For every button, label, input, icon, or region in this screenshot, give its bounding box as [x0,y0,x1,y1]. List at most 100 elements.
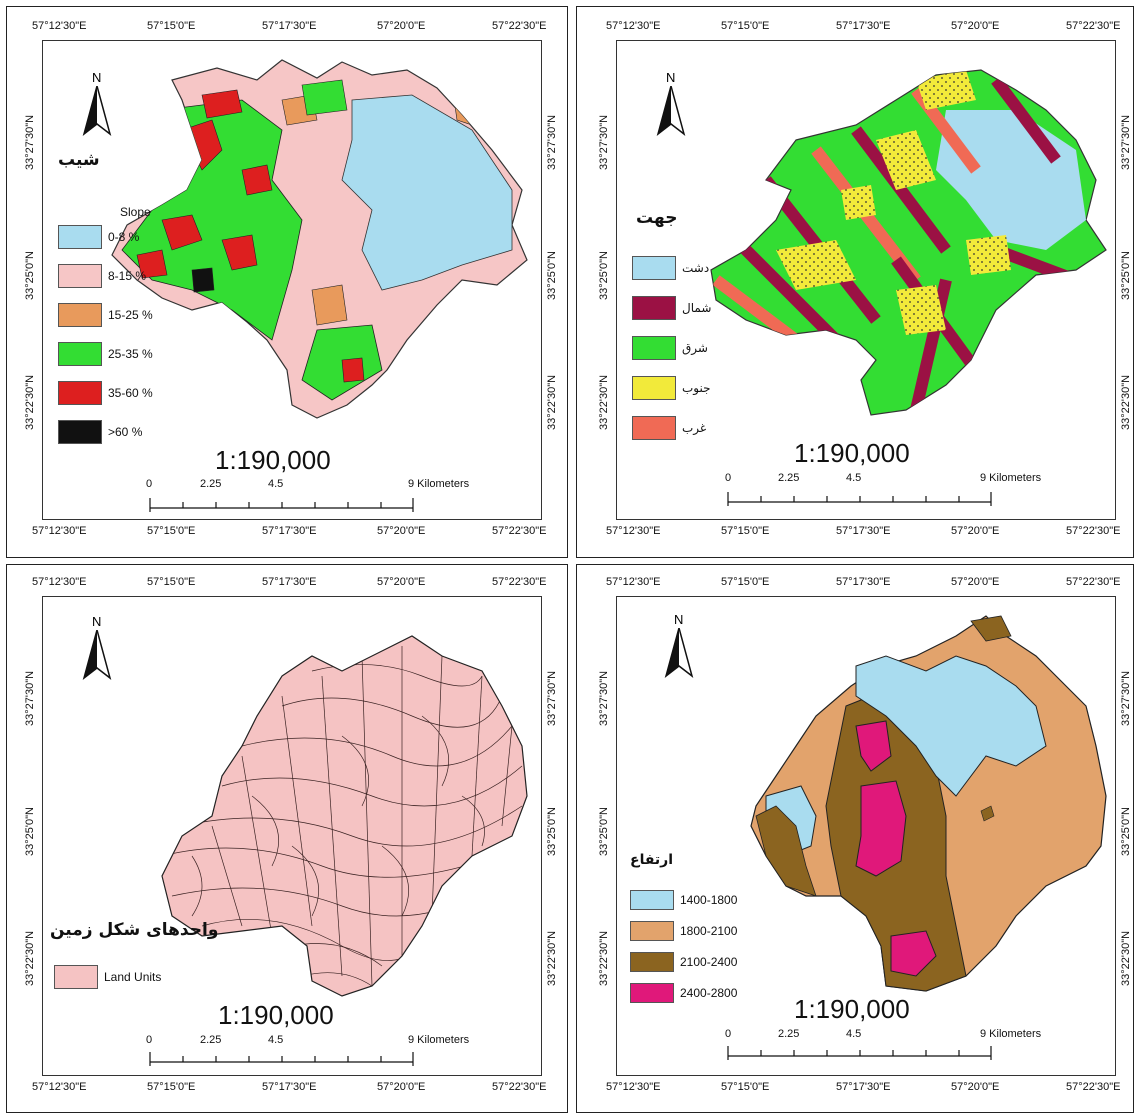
lon-label: 57°17'30"E [836,525,891,537]
scale-ratio: 1:190,000 [794,994,910,1024]
lon-label: 57°22'30"E [1066,576,1121,588]
lat-label: 33°22'30"N [598,374,610,430]
lat-label: 33°22'30"N [24,374,36,430]
legend-swatch [58,342,102,366]
legend-item: دشت [632,256,709,280]
lon-label: 57°12'30"E [606,525,661,537]
lat-label: 33°27'30"N [24,670,36,726]
lat-label: 33°25'0"N [546,251,558,300]
legend-item: 15-25 % [58,303,153,327]
scale-tick-3: 9 Kilometers [980,472,1042,484]
slope-map-panel: N شیب Slope 0-8 % 8-15 % 15-25 % 25-35 % 35-… [0,0,570,560]
scale-tick-3: 9 Kilometers [408,1034,470,1046]
legend-swatch [58,303,102,327]
legend-label: 1800-2100 [680,924,738,938]
lat-label: 33°25'0"N [598,807,610,856]
aspect-title: جهت [636,208,678,228]
legend-swatch [632,376,676,400]
lon-label: 57°15'0"E [721,1081,770,1093]
scale-tick-0: 0 [725,472,732,484]
lat-label: 33°25'0"N [1120,807,1132,856]
lon-label: 57°12'30"E [32,525,87,537]
scale-tick-2: 4.5 [268,1034,284,1046]
legend-swatch [632,416,676,440]
north-label: N [92,70,102,85]
legend-item: 8-15 % [58,264,146,288]
legend-item: غرب [632,416,706,440]
landunits-map-panel: N واحدهای شکل زمین Land Units 1:190,000 … [0,562,570,1115]
legend-swatch [58,381,102,405]
lon-label: 57°20'0"E [377,525,426,537]
lon-label: 57°15'0"E [721,525,770,537]
legend-swatch [632,256,676,280]
lon-label: 57°17'30"E [262,20,317,32]
legend-item: Land Units [54,965,161,989]
lon-label: 57°15'0"E [147,1081,196,1093]
legend-item: 2400-2800 [630,983,737,1003]
scale-ratio: 1:190,000 [215,445,331,475]
lon-label: 57°17'30"E [262,576,317,588]
lon-label: 57°22'30"E [492,525,547,537]
lon-label: 57°12'30"E [606,576,661,588]
elevation-map [750,615,1107,992]
scale-tick-2: 4.5 [268,478,284,490]
scale-ratio: 1:190,000 [794,438,910,468]
legend-label: Land Units [104,970,162,984]
scale-tick-1: 2.25 [200,1034,222,1046]
legend-swatch [630,890,674,910]
lon-label: 57°20'0"E [951,20,1000,32]
lon-label: 57°22'30"E [1066,1081,1121,1093]
scale-tick-1: 2.25 [778,472,800,484]
lon-label: 57°20'0"E [377,1081,426,1093]
scale-bar [727,492,992,506]
legend-label: دشت [682,261,710,275]
slope-title: شیب [58,150,100,170]
lon-label: 57°22'30"E [1066,20,1121,32]
legend-swatch [58,264,102,288]
scale-tick-3: 9 Kilometers [408,478,470,490]
scale-tick-0: 0 [725,1028,732,1040]
lon-label: 57°15'0"E [721,576,770,588]
lon-label: 57°17'30"E [836,576,891,588]
scale-ratio: 1:190,000 [218,1000,334,1030]
lon-label: 57°20'0"E [951,525,1000,537]
lon-label: 57°22'30"E [492,576,547,588]
legend-swatch [632,336,676,360]
lon-label: 57°12'30"E [32,576,87,588]
lon-label: 57°12'30"E [32,20,87,32]
lon-label: 57°12'30"E [32,1081,87,1093]
slope-legend-title: Slope [120,205,151,219]
landunits-title: واحدهای شکل زمین [50,920,219,940]
north-label: N [666,70,676,85]
legend-swatch [58,420,102,444]
lat-label: 33°27'30"N [1120,670,1132,726]
lat-label: 33°25'0"N [24,807,36,856]
lat-label: 33°22'30"N [1120,374,1132,430]
scale-tick-0: 0 [146,1034,153,1046]
lon-label: 57°15'0"E [147,576,196,588]
legend-swatch [632,296,676,320]
lat-label: 33°27'30"N [546,114,558,170]
lon-label: 57°20'0"E [377,20,426,32]
scale-bar [149,1052,414,1066]
legend-label: 1400-1800 [680,893,738,907]
panel-border [576,564,1134,1113]
scale-tick-2: 4.5 [846,1028,862,1040]
scale-bar [727,1046,992,1060]
legend-swatch [630,983,674,1003]
legend-label: جنوب [682,381,711,395]
legend-item: 25-35 % [58,342,153,366]
lat-label: 33°25'0"N [1120,251,1132,300]
lon-label: 57°15'0"E [721,20,770,32]
legend-swatch [630,952,674,972]
lat-label: 33°22'30"N [24,930,36,986]
lat-label: 33°27'30"N [1120,114,1132,170]
lat-label: 33°27'30"N [546,670,558,726]
legend-item: جنوب [632,376,711,400]
panel-border [6,564,568,1113]
elevation-title: ارتفاع [630,852,674,868]
legend-item: >60 % [58,420,142,444]
lon-label: 57°12'30"E [606,1081,661,1093]
aspect-map-panel: N جهت دشت شمال شرق جنوب غرب 1:190,000 0 2.25… [572,0,1137,560]
